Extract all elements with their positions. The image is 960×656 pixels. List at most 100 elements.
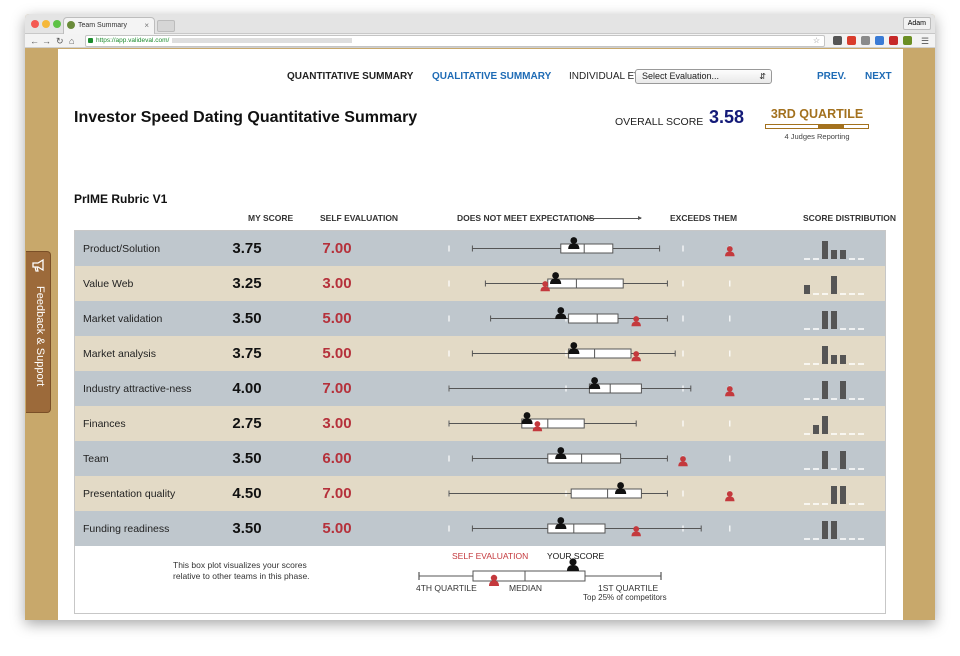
forward-arrow-icon[interactable]: → — [42, 36, 51, 46]
browser-tab[interactable]: Team Summary × — [63, 17, 155, 34]
select-arrows-icon: ⇵ — [759, 72, 766, 81]
criterion-name: Market validation — [83, 313, 163, 325]
browser-user-button[interactable]: Adam — [902, 17, 931, 30]
tab-title: Team Summary — [78, 22, 128, 29]
overall-score-label: OVERALL SCORE — [615, 116, 704, 128]
my-score-person-icon — [568, 342, 580, 354]
iqr-box — [560, 243, 614, 254]
quartile-bar — [765, 124, 869, 129]
distribution-bar — [822, 521, 828, 539]
iqr-box — [547, 523, 606, 534]
menu-icon[interactable]: ☰ — [921, 36, 930, 46]
legend-self-evaluation-label: SELF EVALUATION — [452, 551, 529, 561]
extension-icon[interactable] — [889, 36, 898, 45]
distribution-bar — [822, 241, 828, 259]
self-evaluation-person-icon — [631, 351, 641, 362]
box-plot — [448, 412, 731, 432]
rubric-title: PrIME Rubric V1 — [74, 192, 168, 206]
table-row: Value Web 3.25 3.00 — [75, 266, 885, 301]
col-self-evaluation: SELF EVALUATION — [320, 213, 399, 223]
distribution-bar — [804, 285, 810, 294]
self-evaluation-person-icon — [725, 491, 735, 502]
iqr-box — [568, 313, 619, 324]
table-row: Industry attractive-ness 4.00 7.00 — [75, 371, 885, 406]
judges-reporting: 4 Judges Reporting — [784, 132, 850, 141]
extension-icon[interactable] — [875, 36, 884, 45]
self-evaluation-value: 5.00 — [322, 310, 352, 327]
my-score-person-icon — [555, 517, 567, 529]
self-evaluation-value: 3.00 — [322, 415, 352, 432]
score-distribution-chart — [804, 381, 864, 400]
score-distribution-chart — [804, 241, 864, 260]
legend-boxplot-svg — [418, 558, 662, 586]
new-tab-button[interactable] — [157, 20, 175, 32]
minimize-window-icon[interactable] — [42, 20, 50, 28]
self-evaluation-value: 5.00 — [322, 520, 352, 537]
legend-median-label: MEDIAN — [509, 583, 543, 593]
self-evaluation-person-icon — [725, 246, 735, 257]
box-plot — [448, 517, 731, 537]
criterion-name: Value Web — [83, 278, 134, 290]
box-plot — [448, 447, 731, 467]
reload-icon[interactable]: ↻ — [56, 36, 64, 46]
legend-your-score-person-icon — [567, 558, 579, 571]
maximize-window-icon[interactable] — [53, 20, 61, 28]
legend-fourth-quartile-label: 4TH QUARTILE — [416, 583, 477, 593]
distribution-bar — [831, 355, 837, 364]
extension-icon[interactable] — [903, 36, 912, 45]
score-distribution-chart — [804, 346, 864, 365]
table-row: Finances 2.75 3.00 — [75, 406, 885, 441]
quartile-badge: 3RD QUARTILE — [770, 107, 864, 121]
my-score-value: 3.50 — [232, 520, 262, 537]
my-score-person-icon — [550, 272, 562, 284]
url-field[interactable]: https://app.valideval.com/ ☆ — [85, 35, 825, 47]
table-row: Market analysis 3.75 5.00 — [75, 336, 885, 371]
self-evaluation-value: 5.00 — [322, 345, 352, 362]
my-score-value: 3.50 — [232, 310, 262, 327]
distribution-bar — [840, 355, 846, 364]
lock-icon — [88, 38, 93, 43]
table-row: Team 3.50 6.00 — [75, 441, 885, 476]
col-score-distribution: SCORE DISTRIBUTION — [803, 213, 897, 223]
my-score-person-icon — [615, 482, 627, 494]
distribution-bar — [822, 311, 828, 329]
table-row: Market validation 3.50 5.00 — [75, 301, 885, 336]
evaluation-select[interactable]: Select Evaluation... ⇵ — [635, 69, 772, 84]
extension-icon[interactable] — [847, 36, 856, 45]
feedback-support-label: Feedback & Support — [34, 286, 46, 387]
prev-link[interactable]: PREV. — [817, 71, 847, 82]
col-my-score: MY SCORE — [248, 213, 294, 223]
next-link[interactable]: NEXT — [865, 71, 892, 82]
self-evaluation-value: 7.00 — [322, 380, 352, 397]
legend-row: This box plot visualizes your scores rel… — [75, 547, 885, 613]
distribution-bar — [831, 276, 837, 294]
bookmark-star-icon[interactable]: ☆ — [812, 36, 820, 45]
page-title: Investor Speed Dating Quantitative Summa… — [74, 109, 418, 126]
self-evaluation-person-icon — [631, 526, 641, 537]
feedback-support-tab[interactable]: Feedback & Support — [26, 251, 51, 413]
individual-evals-label: INDIVIDUAL EVALS: — [569, 71, 662, 82]
home-icon[interactable]: ⌂ — [69, 36, 75, 46]
tab-close-icon[interactable]: × — [144, 21, 149, 30]
self-evaluation-person-icon — [631, 316, 641, 327]
extension-icon[interactable] — [833, 36, 842, 45]
self-evaluation-value: 3.00 — [322, 275, 352, 292]
extension-icon[interactable] — [861, 36, 870, 45]
criterion-name: Team — [83, 453, 109, 465]
back-arrow-icon[interactable]: ← — [30, 36, 39, 46]
evaluation-select-value: Select Evaluation... — [642, 71, 720, 81]
distribution-bar — [840, 486, 846, 504]
iqr-box — [547, 453, 622, 464]
site-favicon-icon — [67, 21, 75, 29]
my-score-person-icon — [568, 237, 580, 249]
page-content: QUANTITATIVE SUMMARY QUALITATIVE SUMMARY… — [58, 49, 903, 620]
tab-quantitative-summary[interactable]: QUANTITATIVE SUMMARY — [287, 71, 414, 82]
tab-qualitative-summary[interactable]: QUALITATIVE SUMMARY — [432, 71, 552, 82]
distribution-bar — [831, 486, 837, 504]
browser-window: Team Summary × Adam ← → ↻ ⌂ https://app.… — [25, 14, 935, 620]
close-window-icon[interactable] — [31, 20, 39, 28]
col-scale-left: DOES NOT MEET EXPECTATIONS — [457, 213, 595, 223]
criterion-name: Finances — [83, 418, 126, 430]
address-bar-row: ← → ↻ ⌂ https://app.valideval.com/ ☆ ☰ — [25, 34, 935, 48]
box-plot — [448, 237, 735, 257]
